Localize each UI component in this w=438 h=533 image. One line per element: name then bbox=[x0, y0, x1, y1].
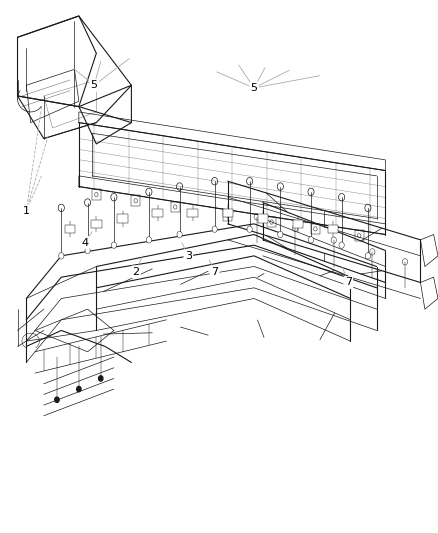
FancyBboxPatch shape bbox=[328, 225, 338, 233]
Text: 7: 7 bbox=[345, 278, 352, 287]
FancyBboxPatch shape bbox=[293, 220, 303, 228]
Text: 5: 5 bbox=[91, 80, 98, 90]
Circle shape bbox=[85, 247, 90, 254]
Circle shape bbox=[77, 386, 81, 392]
FancyBboxPatch shape bbox=[117, 214, 128, 223]
FancyBboxPatch shape bbox=[187, 209, 198, 217]
FancyBboxPatch shape bbox=[223, 209, 233, 217]
Text: 7: 7 bbox=[211, 267, 218, 277]
Circle shape bbox=[99, 376, 103, 381]
Text: 2: 2 bbox=[132, 267, 139, 277]
Circle shape bbox=[308, 237, 314, 243]
Text: 5: 5 bbox=[251, 83, 258, 93]
Circle shape bbox=[111, 242, 117, 248]
FancyBboxPatch shape bbox=[258, 214, 268, 223]
Circle shape bbox=[55, 397, 59, 402]
Text: 4: 4 bbox=[82, 238, 89, 247]
FancyBboxPatch shape bbox=[152, 209, 163, 217]
Circle shape bbox=[365, 253, 371, 259]
FancyBboxPatch shape bbox=[91, 220, 102, 228]
Circle shape bbox=[59, 253, 64, 259]
Circle shape bbox=[177, 231, 182, 238]
Text: 3: 3 bbox=[185, 251, 192, 261]
Text: 1: 1 bbox=[23, 206, 30, 215]
Circle shape bbox=[212, 226, 217, 232]
Circle shape bbox=[146, 237, 152, 243]
Circle shape bbox=[247, 226, 252, 232]
FancyBboxPatch shape bbox=[65, 225, 75, 233]
Circle shape bbox=[339, 242, 344, 248]
Circle shape bbox=[278, 231, 283, 238]
